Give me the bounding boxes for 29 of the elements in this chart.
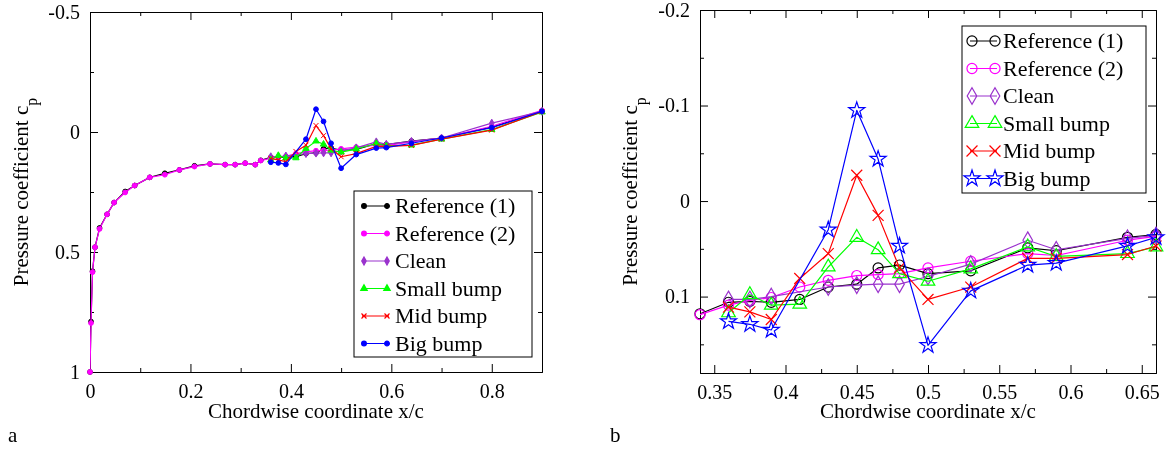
legend-label: Big bump [395,330,483,356]
legend-label: Reference (1) [1003,28,1124,53]
legend-label: Small bump [1003,110,1110,136]
legend-label: Mid bump [395,303,488,328]
x-tick-label: 0.8 [479,380,505,403]
x-tick-label: 0.65 [1124,381,1160,404]
legend-label: Small bump [395,275,502,301]
x-tick-label: 0 [85,380,96,403]
y-tick-label: 0 [680,189,690,212]
x-tick-label: 0.35 [697,381,733,404]
y-tick-label: 0.1 [665,285,690,308]
y-tick-label: -0.2 [658,0,690,21]
y-tick-label: -0.5 [48,0,80,23]
x-tick-label: 0.4 [773,381,799,404]
legend-label: Mid bump [1003,138,1096,163]
y-tick-label: 0 [70,120,80,143]
x-tick-label: 0.2 [178,380,204,403]
y-tick-label: 1 [70,360,80,383]
y-tick-label: 0.5 [55,240,80,263]
legend-label: Big bump [1003,165,1091,191]
text: a [8,423,18,447]
legend-label: Clean [395,248,447,273]
legend-label: Reference (2) [395,220,516,246]
legend-label: Reference (2) [1003,55,1124,81]
text: b [610,423,621,447]
legend-label: Reference (1) [395,193,516,218]
y-tick-label: -0.1 [658,94,690,117]
x-tick-label: 0.6 [1058,381,1084,404]
legend-label: Clean [1003,83,1055,108]
